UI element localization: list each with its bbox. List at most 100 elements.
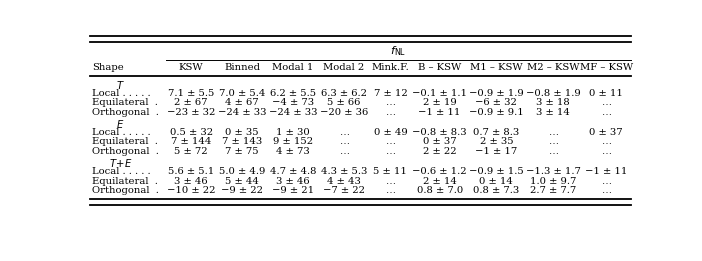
Text: −0.9 ± 9.1: −0.9 ± 9.1: [469, 108, 524, 117]
Text: −7 ± 22: −7 ± 22: [323, 186, 365, 195]
Text: −0.9 ± 1.9: −0.9 ± 1.9: [469, 89, 524, 98]
Text: 2 ± 67: 2 ± 67: [175, 98, 208, 107]
Text: 5 ± 11: 5 ± 11: [373, 167, 407, 176]
Text: Shape: Shape: [92, 63, 124, 72]
Text: $\ldots$: $\ldots$: [385, 186, 396, 195]
Text: 2.7 ± 7.7: 2.7 ± 7.7: [530, 186, 576, 195]
Text: Modal 2: Modal 2: [324, 63, 365, 72]
Text: 3 ± 14: 3 ± 14: [536, 108, 570, 117]
Text: Binned: Binned: [224, 63, 260, 72]
Text: $\ldots$: $\ldots$: [385, 108, 396, 117]
Text: 6.3 ± 6.2: 6.3 ± 6.2: [321, 89, 367, 98]
Text: Equilateral  .: Equilateral .: [92, 176, 158, 186]
Text: −0.8 ± 8.3: −0.8 ± 8.3: [412, 128, 467, 137]
Text: 3 ± 18: 3 ± 18: [536, 98, 570, 107]
Text: 1.0 ± 9.7: 1.0 ± 9.7: [530, 176, 576, 186]
Text: $\ldots$: $\ldots$: [385, 147, 396, 156]
Text: −0.9 ± 1.5: −0.9 ± 1.5: [469, 167, 524, 176]
Text: $\ldots$: $\ldots$: [338, 128, 350, 137]
Text: Local . . . . .: Local . . . . .: [92, 167, 151, 176]
Text: MF – KSW: MF – KSW: [580, 63, 633, 72]
Text: $\it{T}$: $\it{T}$: [116, 79, 125, 91]
Text: Equilateral  .: Equilateral .: [92, 137, 158, 146]
Text: 0 ± 35: 0 ± 35: [225, 128, 259, 137]
Text: 4.7 ± 4.8: 4.7 ± 4.8: [270, 167, 317, 176]
Text: $\ldots$: $\ldots$: [385, 176, 396, 186]
Text: 5 ± 44: 5 ± 44: [225, 176, 259, 186]
Text: 0 ± 11: 0 ± 11: [589, 89, 623, 98]
Text: 4 ± 73: 4 ± 73: [277, 147, 310, 156]
Text: Orthogonal  .: Orthogonal .: [92, 147, 159, 156]
Text: 0 ± 14: 0 ± 14: [479, 176, 513, 186]
Text: 4 ± 67: 4 ± 67: [225, 98, 259, 107]
Text: 0 ± 49: 0 ± 49: [373, 128, 407, 137]
Text: M1 – KSW: M1 – KSW: [470, 63, 523, 72]
Text: −24 ± 33: −24 ± 33: [218, 108, 267, 117]
Text: −0.6 ± 1.2: −0.6 ± 1.2: [412, 167, 467, 176]
Text: 0.7 ± 8.3: 0.7 ± 8.3: [473, 128, 519, 137]
Text: Orthogonal  .: Orthogonal .: [92, 186, 159, 195]
Text: 0.5 ± 32: 0.5 ± 32: [170, 128, 213, 137]
Text: −1 ± 11: −1 ± 11: [418, 108, 461, 117]
Text: −1 ± 17: −1 ± 17: [475, 147, 517, 156]
Text: −0.1 ± 1.1: −0.1 ± 1.1: [412, 89, 467, 98]
Text: Local . . . . .: Local . . . . .: [92, 89, 151, 98]
Text: −20 ± 36: −20 ± 36: [320, 108, 369, 117]
Text: $\ldots$: $\ldots$: [338, 137, 350, 146]
Text: $T\!+\!E$: $T\!+\!E$: [109, 157, 132, 169]
Text: $\ldots$: $\ldots$: [601, 176, 611, 186]
Text: 4.3 ± 5.3: 4.3 ± 5.3: [321, 167, 367, 176]
Text: 6.2 ± 5.5: 6.2 ± 5.5: [270, 89, 316, 98]
Text: 9 ± 152: 9 ± 152: [273, 137, 313, 146]
Text: $\ldots$: $\ldots$: [601, 137, 611, 146]
Text: 7 ± 144: 7 ± 144: [171, 137, 211, 146]
Text: 4 ± 43: 4 ± 43: [327, 176, 361, 186]
Text: −9 ± 22: −9 ± 22: [221, 186, 263, 195]
Text: −4 ± 73: −4 ± 73: [272, 98, 314, 107]
Text: 2 ± 22: 2 ± 22: [423, 147, 456, 156]
Text: −6 ± 32: −6 ± 32: [475, 98, 517, 107]
Text: −1.3 ± 1.7: −1.3 ± 1.7: [526, 167, 581, 176]
Text: $\ldots$: $\ldots$: [601, 108, 611, 117]
Text: 7.1 ± 5.5: 7.1 ± 5.5: [168, 89, 214, 98]
Text: $\ldots$: $\ldots$: [601, 147, 611, 156]
Text: $\ldots$: $\ldots$: [548, 137, 559, 146]
Text: $\ldots$: $\ldots$: [601, 186, 611, 195]
Text: $\ldots$: $\ldots$: [548, 147, 559, 156]
Text: $f_{\rm NL}$: $f_{\rm NL}$: [390, 45, 406, 58]
Text: 2 ± 35: 2 ± 35: [479, 137, 513, 146]
Text: 5.6 ± 5.1: 5.6 ± 5.1: [168, 167, 214, 176]
Text: −24 ± 33: −24 ± 33: [269, 108, 317, 117]
Text: 7 ± 143: 7 ± 143: [222, 137, 263, 146]
Text: B – KSW: B – KSW: [418, 63, 461, 72]
Text: 3 ± 46: 3 ± 46: [174, 176, 208, 186]
Text: −0.8 ± 1.9: −0.8 ± 1.9: [526, 89, 581, 98]
Text: $\it{E}$: $\it{E}$: [117, 118, 124, 130]
Text: 0 ± 37: 0 ± 37: [589, 128, 623, 137]
Text: 1 ± 30: 1 ± 30: [277, 128, 310, 137]
Text: 7 ± 12: 7 ± 12: [373, 89, 407, 98]
Text: 5 ± 66: 5 ± 66: [327, 98, 361, 107]
Text: M2 – KSW: M2 – KSW: [527, 63, 579, 72]
Text: −10 ± 22: −10 ± 22: [167, 186, 216, 195]
Text: Orthogonal  .: Orthogonal .: [92, 108, 159, 117]
Text: KSW: KSW: [179, 63, 204, 72]
Text: 2 ± 19: 2 ± 19: [423, 98, 456, 107]
Text: 3 ± 46: 3 ± 46: [277, 176, 310, 186]
Text: $\ldots$: $\ldots$: [385, 98, 396, 107]
Text: −9 ± 21: −9 ± 21: [272, 186, 314, 195]
Text: $\ldots$: $\ldots$: [385, 137, 396, 146]
Text: 0.8 ± 7.0: 0.8 ± 7.0: [416, 186, 463, 195]
Text: −23 ± 32: −23 ± 32: [167, 108, 216, 117]
Text: 2 ± 14: 2 ± 14: [423, 176, 456, 186]
Text: 7 ± 75: 7 ± 75: [225, 147, 259, 156]
Text: 5.0 ± 4.9: 5.0 ± 4.9: [219, 167, 265, 176]
Text: $\ldots$: $\ldots$: [601, 98, 611, 107]
Text: Mink.F.: Mink.F.: [371, 63, 409, 72]
Text: −1 ± 11: −1 ± 11: [585, 167, 628, 176]
Text: 0.8 ± 7.3: 0.8 ± 7.3: [473, 186, 519, 195]
Text: 7.0 ± 5.4: 7.0 ± 5.4: [219, 89, 265, 98]
Text: 0 ± 37: 0 ± 37: [423, 137, 456, 146]
Text: $\ldots$: $\ldots$: [338, 147, 350, 156]
Text: Modal 1: Modal 1: [272, 63, 314, 72]
